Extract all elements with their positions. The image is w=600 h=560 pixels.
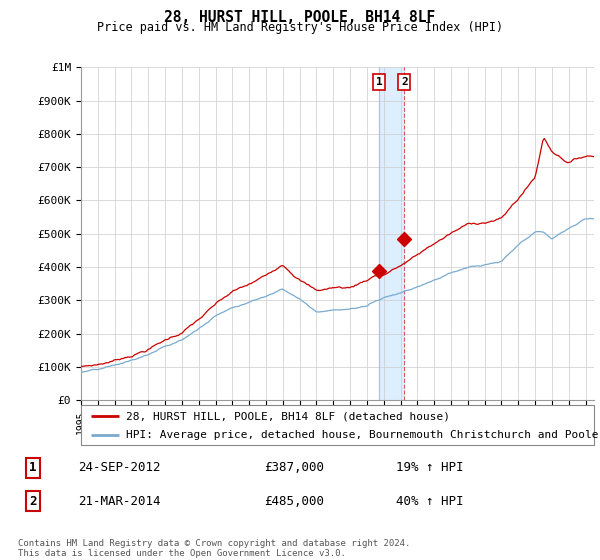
Text: 19% ↑ HPI: 19% ↑ HPI	[396, 461, 464, 474]
Text: 2: 2	[401, 77, 407, 87]
Text: Price paid vs. HM Land Registry's House Price Index (HPI): Price paid vs. HM Land Registry's House …	[97, 21, 503, 34]
FancyBboxPatch shape	[81, 405, 594, 445]
Text: 2: 2	[29, 494, 37, 508]
Text: £485,000: £485,000	[264, 494, 324, 508]
Text: HPI: Average price, detached house, Bournemouth Christchurch and Poole: HPI: Average price, detached house, Bour…	[126, 430, 599, 440]
Text: 24-SEP-2012: 24-SEP-2012	[78, 461, 161, 474]
Bar	[379, 67, 404, 400]
Text: 28, HURST HILL, POOLE, BH14 8LF: 28, HURST HILL, POOLE, BH14 8LF	[164, 10, 436, 25]
Text: 40% ↑ HPI: 40% ↑ HPI	[396, 494, 464, 508]
Text: 1: 1	[376, 77, 383, 87]
Text: 1: 1	[29, 461, 37, 474]
Text: 21-MAR-2014: 21-MAR-2014	[78, 494, 161, 508]
Text: £387,000: £387,000	[264, 461, 324, 474]
Text: 28, HURST HILL, POOLE, BH14 8LF (detached house): 28, HURST HILL, POOLE, BH14 8LF (detache…	[126, 411, 450, 421]
Text: Contains HM Land Registry data © Crown copyright and database right 2024.
This d: Contains HM Land Registry data © Crown c…	[18, 539, 410, 558]
